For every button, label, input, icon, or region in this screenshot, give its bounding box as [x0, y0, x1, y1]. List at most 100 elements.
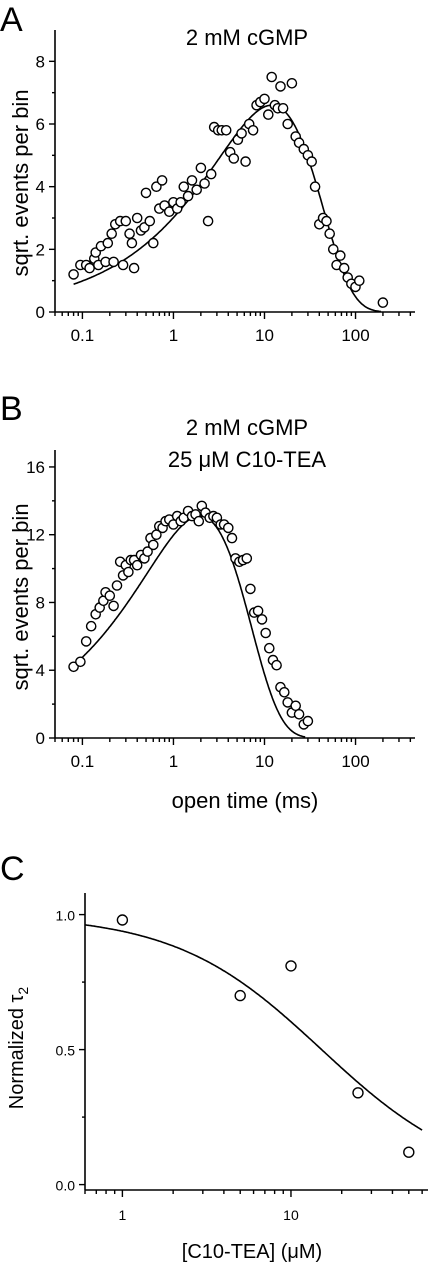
chart-a-data-point: [306, 156, 318, 167]
chart-a-data-point: [321, 215, 332, 227]
chart-b-x-tick-label: 100: [341, 752, 369, 771]
chart-a-y-tick-label: 2: [36, 240, 45, 259]
chart-a-data-point: [108, 256, 119, 268]
chart-a-data-point: [147, 237, 159, 249]
chart-c-x-tick-label: 10: [283, 1207, 299, 1223]
chart-c-ylabel-subscript: 2: [15, 987, 31, 995]
chart-b-data-point: [302, 715, 314, 727]
chart-b-data-point: [193, 515, 205, 527]
chart-b-data-point: [226, 532, 238, 544]
chart-a-fit-curve: [73, 104, 381, 313]
chart-a-data-point: [186, 175, 198, 186]
chart-c-data-point: [403, 1146, 415, 1158]
chart-a-data-point: [282, 118, 294, 130]
chart-a-data-point: [106, 228, 117, 239]
chart-panel-c: Normalized τ2 [C10-TEA] (μM) 0.0 0.5 1.0 1 1…: [6, 893, 428, 1263]
chart-b-data-point: [108, 600, 119, 612]
chart-panel-a: 2 mM cGMP sqrt. events per bin 0 2 4 6 8 0.1 1…: [8, 25, 415, 345]
chart-a-x-tick-label: 1: [169, 326, 178, 345]
chart-a-data-point: [205, 168, 217, 180]
chart-a-data-point: [68, 269, 79, 280]
chart-a-data-point: [259, 93, 270, 105]
chart-b-data-point: [263, 642, 275, 654]
chart-a-ylabel: sqrt. events per bin: [8, 89, 33, 276]
chart-a-data-point: [277, 103, 289, 114]
chart-a-data-point: [240, 156, 251, 167]
chart-c-data-point: [352, 1087, 364, 1099]
chart-b-data-point: [80, 636, 92, 647]
chart-a-x-tick-label: 100: [341, 326, 369, 345]
chart-a-data-point: [131, 212, 143, 224]
chart-a-y-tick-label: 8: [36, 52, 45, 71]
chart-c-data-point: [116, 914, 129, 926]
chart-b-data-point: [104, 590, 116, 602]
chart-b-data-point: [75, 656, 86, 668]
chart-c-marks: 0.0 0.5 1.0 1 10: [56, 893, 428, 1223]
chart-a-data-point: [156, 175, 168, 186]
chart-a-data-point: [338, 262, 350, 274]
chart-b-x-tick-label: 0.1: [71, 752, 95, 771]
chart-a-data-point: [124, 228, 135, 239]
chart-a-data-point: [117, 259, 129, 271]
chart-c-y-tick-label: 1.0: [56, 908, 76, 924]
chart-b-x-tick-label: 1: [169, 752, 178, 771]
chart-a-data-point: [228, 153, 240, 164]
chart-a-data-point: [334, 250, 346, 261]
chart-b-y-tick-label: 0: [36, 729, 45, 748]
chart-b-data-point: [252, 605, 264, 617]
chart-b-ylabel: sqrt. events per bin: [8, 503, 33, 690]
chart-b-x-tick-label: 10: [255, 752, 274, 771]
chart-a-data-point: [275, 81, 286, 92]
chart-a-data-point: [120, 215, 132, 227]
chart-a-data-point: [128, 262, 140, 274]
chart-b-subtitle: 25 μM C10-TEA: [168, 447, 326, 472]
chart-b-data-point: [123, 566, 134, 578]
chart-a-data-point: [199, 178, 210, 189]
chart-a-data-point: [266, 71, 278, 83]
chart-b-y-tick-label: 12: [26, 526, 45, 545]
chart-b-y-tick-label: 4: [36, 661, 45, 680]
chart-c-ylabel-main: Normalized τ: [6, 995, 28, 1110]
chart-b-title: 2 mM cGMP: [186, 415, 308, 440]
chart-c-data-point: [234, 989, 246, 1002]
chart-c-xlabel: [C10-TEA] (μM): [182, 1241, 322, 1263]
chart-a-data-point: [126, 237, 138, 249]
chart-a-data-point: [140, 187, 152, 199]
chart-a-data-point: [191, 184, 202, 196]
chart-b-y-tick-label: 8: [36, 593, 45, 612]
chart-b-data-point: [85, 620, 97, 632]
chart-a-data-point: [84, 262, 95, 274]
chart-a-x-tick-label: 0.1: [71, 326, 95, 345]
chart-c-x-tick-label: 1: [118, 1207, 126, 1223]
chart-panel-b: 2 mM cGMP 25 μM C10-TEA sqrt. events per…: [8, 415, 415, 813]
chart-a-data-point: [202, 215, 214, 227]
chart-a-data-point: [353, 275, 365, 287]
chart-a-data-point: [195, 162, 207, 174]
chart-a-y-tick-label: 6: [36, 115, 45, 134]
chart-c-y-tick-label: 0.5: [56, 1043, 76, 1059]
chart-b-data-point: [245, 583, 256, 595]
chart-a-data-point: [102, 237, 114, 249]
chart-a-data-point: [309, 181, 321, 192]
chart-a-data-point: [178, 181, 190, 192]
chart-a-marks: 0 2 4 6 8 0.1 1 10 100: [36, 30, 415, 345]
chart-a-data-point: [144, 215, 156, 227]
panel-label-b: B: [0, 390, 23, 428]
chart-b-fit-curve: [75, 515, 306, 738]
chart-b-xlabel: open time (ms): [172, 788, 319, 813]
chart-b-data-point: [131, 559, 143, 571]
chart-a-y-tick-label: 4: [36, 178, 45, 197]
chart-b-data-point: [278, 687, 290, 698]
chart-b-data-point: [111, 580, 123, 591]
chart-c-y-tick-label: 0.0: [56, 1178, 76, 1194]
chart-b-data-point: [241, 553, 253, 564]
chart-b-data-point: [147, 539, 159, 551]
chart-b-y-tick-label: 16: [26, 458, 45, 477]
chart-a-data-point: [247, 125, 259, 136]
chart-a-title: 2 mM cGMP: [186, 25, 308, 50]
chart-a-x-tick-label: 10: [255, 326, 274, 345]
chart-c-data-point: [285, 960, 297, 972]
chart-b-data-point: [260, 627, 272, 639]
chart-a-data-point: [324, 228, 336, 239]
